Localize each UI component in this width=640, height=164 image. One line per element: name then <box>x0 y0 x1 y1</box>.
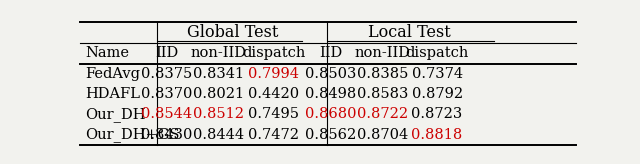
Text: 0.4420: 0.4420 <box>248 87 299 101</box>
Text: 0.8583: 0.8583 <box>357 87 408 101</box>
Text: 0.8021: 0.8021 <box>193 87 244 101</box>
Text: Name: Name <box>85 46 129 61</box>
Text: 0.8370: 0.8370 <box>141 87 193 101</box>
Text: 0.8430: 0.8430 <box>141 128 193 142</box>
Text: non-IID: non-IID <box>355 46 411 61</box>
Text: Our_DH+GS: Our_DH+GS <box>85 127 179 142</box>
Text: 0.8818: 0.8818 <box>412 128 463 142</box>
Text: 0.7994: 0.7994 <box>248 67 299 81</box>
Text: IID: IID <box>155 46 179 61</box>
Text: 0.8722: 0.8722 <box>357 107 408 121</box>
Text: 0.8385: 0.8385 <box>357 67 408 81</box>
Text: 0.7374: 0.7374 <box>412 67 463 81</box>
Text: IID: IID <box>319 46 342 61</box>
Text: 0.7472: 0.7472 <box>248 128 299 142</box>
Text: dispatch: dispatch <box>242 46 305 61</box>
Text: dispatch: dispatch <box>405 46 469 61</box>
Text: 0.8792: 0.8792 <box>412 87 463 101</box>
Text: 0.8512: 0.8512 <box>193 107 244 121</box>
Text: 0.8562: 0.8562 <box>305 128 356 142</box>
Text: Our_DH: Our_DH <box>85 107 145 122</box>
Text: FedAvg: FedAvg <box>85 67 140 81</box>
Text: 0.8498: 0.8498 <box>305 87 356 101</box>
Text: 0.8375: 0.8375 <box>141 67 193 81</box>
Text: 0.8723: 0.8723 <box>412 107 463 121</box>
Text: 0.8704: 0.8704 <box>357 128 408 142</box>
Text: non-IID: non-IID <box>191 46 247 61</box>
Text: HDAFL: HDAFL <box>85 87 140 101</box>
Text: 0.8341: 0.8341 <box>193 67 244 81</box>
Text: 0.8544: 0.8544 <box>141 107 193 121</box>
Text: 0.8680: 0.8680 <box>305 107 356 121</box>
Text: Local Test: Local Test <box>368 24 451 41</box>
Text: 0.8503: 0.8503 <box>305 67 356 81</box>
Text: 0.8444: 0.8444 <box>193 128 244 142</box>
Text: Global Test: Global Test <box>187 24 278 41</box>
Text: 0.7495: 0.7495 <box>248 107 299 121</box>
